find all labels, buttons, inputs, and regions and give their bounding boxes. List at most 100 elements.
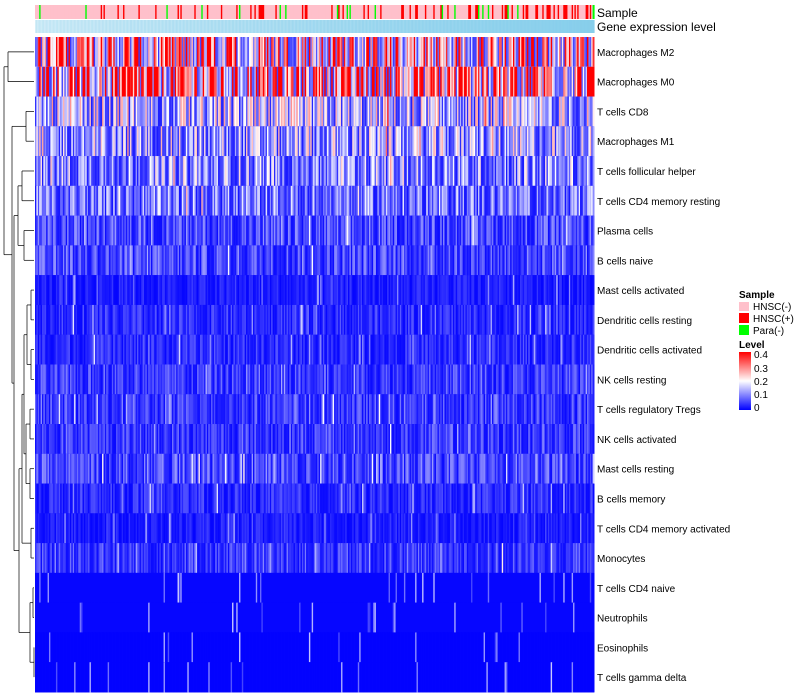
- heatmap-cell: [74, 37, 77, 68]
- sample-annotation-cell: [195, 5, 198, 19]
- heatmap-cell: [423, 126, 426, 157]
- heatmap-cell: [142, 275, 145, 306]
- heatmap-cell: [387, 275, 390, 306]
- heatmap-cell: [296, 275, 299, 306]
- heatmap-cell: [359, 304, 362, 336]
- heatmap-cell: [212, 126, 215, 157]
- heatmap-cell: [113, 96, 116, 127]
- heatmap-cell: [498, 96, 501, 127]
- heatmap-cell: [181, 275, 184, 306]
- expression-annotation-cell: [455, 20, 458, 33]
- heatmap-cell: [223, 126, 226, 157]
- heatmap-cell: [398, 96, 401, 127]
- heatmap-cell: [219, 245, 222, 276]
- heatmap-cell: [525, 66, 528, 97]
- heatmap-cell: [90, 156, 93, 187]
- heatmap-cell: [219, 126, 222, 157]
- heatmap-cell: [35, 304, 37, 336]
- heatmap-cell: [215, 304, 218, 336]
- heatmap-cell: [554, 215, 557, 246]
- heatmap-cell: [212, 185, 215, 217]
- heatmap-cell: [461, 275, 464, 306]
- expression-annotation-cell: [223, 20, 226, 33]
- heatmap-cell: [387, 156, 390, 187]
- heatmap-cell: [61, 185, 64, 217]
- sample-annotation-cell: [258, 5, 261, 19]
- heatmap-cell: [152, 275, 155, 306]
- heatmap-cell: [526, 215, 529, 246]
- expression-annotation-cell: [236, 20, 239, 33]
- heatmap-cell: [427, 304, 430, 336]
- heatmap-cell: [82, 334, 85, 365]
- heatmap-cell: [268, 96, 271, 127]
- heatmap-cell: [314, 66, 317, 97]
- heatmap-cell: [124, 185, 127, 217]
- heatmap-cell: [577, 185, 580, 217]
- sample-annotation-cell: [239, 5, 242, 19]
- heatmap-cell: [356, 185, 359, 217]
- expression-annotation-cell: [514, 20, 517, 33]
- heatmap-cell: [65, 245, 68, 276]
- expression-annotation-cell: [152, 20, 155, 33]
- heatmap-cell: [303, 156, 306, 187]
- heatmap-cell: [120, 156, 123, 187]
- heatmap-cell: [423, 66, 426, 97]
- heatmap-cell: [121, 304, 124, 336]
- heatmap-cell: [508, 37, 511, 68]
- sample-annotation-cell: [95, 5, 98, 19]
- heatmap-cell: [271, 304, 274, 336]
- sample-annotation-cell: [90, 5, 93, 19]
- heatmap-cell: [137, 334, 139, 365]
- heatmap-cell: [469, 275, 472, 306]
- heatmap-cell: [318, 304, 321, 336]
- heatmap-cell: [100, 275, 103, 306]
- heatmap-cell: [584, 37, 587, 68]
- heatmap-cell: [248, 66, 251, 97]
- heatmap-cell: [81, 215, 84, 246]
- sample-annotation-cell: [550, 5, 553, 19]
- heatmap-cell: [166, 334, 169, 365]
- heatmap-cell: [273, 96, 276, 127]
- heatmap-cell: [205, 245, 208, 276]
- heatmap-cell: [472, 304, 475, 336]
- heatmap-cell: [550, 304, 553, 336]
- heatmap-cell: [114, 126, 117, 157]
- heatmap-cell: [226, 275, 229, 306]
- heatmap-cell: [60, 245, 63, 276]
- heatmap-cell: [183, 304, 186, 336]
- heatmap-cell: [266, 275, 269, 306]
- heatmap-cell: [475, 275, 478, 306]
- heatmap-cell: [322, 37, 325, 68]
- sample-annotation-cell: [408, 5, 411, 19]
- heatmap-cell: [320, 96, 322, 127]
- heatmap-cell: [177, 245, 180, 276]
- heatmap-cell: [244, 245, 247, 276]
- expression-annotation-cell: [306, 20, 309, 33]
- heatmap-cell: [471, 185, 473, 217]
- heatmap-cell: [99, 275, 102, 306]
- heatmap-cell: [396, 156, 399, 187]
- sample-annotation-cell: [293, 5, 296, 19]
- heatmap-cell: [445, 215, 448, 246]
- heatmap-cell: [51, 126, 54, 157]
- heatmap-cell: [332, 126, 335, 157]
- heatmap-cell: [325, 275, 328, 306]
- heatmap-cell: [110, 96, 113, 127]
- heatmap-cell: [195, 215, 198, 246]
- sample-annotation-cell: [216, 5, 219, 19]
- sample-annotation-cell: [409, 5, 412, 19]
- heatmap-cell: [417, 156, 420, 187]
- sample-annotation-cell: [377, 5, 380, 19]
- heatmap-cell: [475, 245, 478, 276]
- heatmap-cell: [241, 37, 244, 68]
- sample-annotation-cell: [570, 5, 573, 19]
- heatmap-cell: [367, 156, 370, 187]
- heatmap-cell: [362, 66, 364, 97]
- heatmap-cell: [588, 37, 591, 68]
- heatmap-cell: [437, 275, 440, 306]
- heatmap-cell: [82, 37, 85, 68]
- heatmap-cell: [60, 185, 63, 217]
- heatmap-cell: [567, 126, 570, 157]
- heatmap-cell: [591, 275, 594, 306]
- heatmap-cell: [521, 66, 524, 97]
